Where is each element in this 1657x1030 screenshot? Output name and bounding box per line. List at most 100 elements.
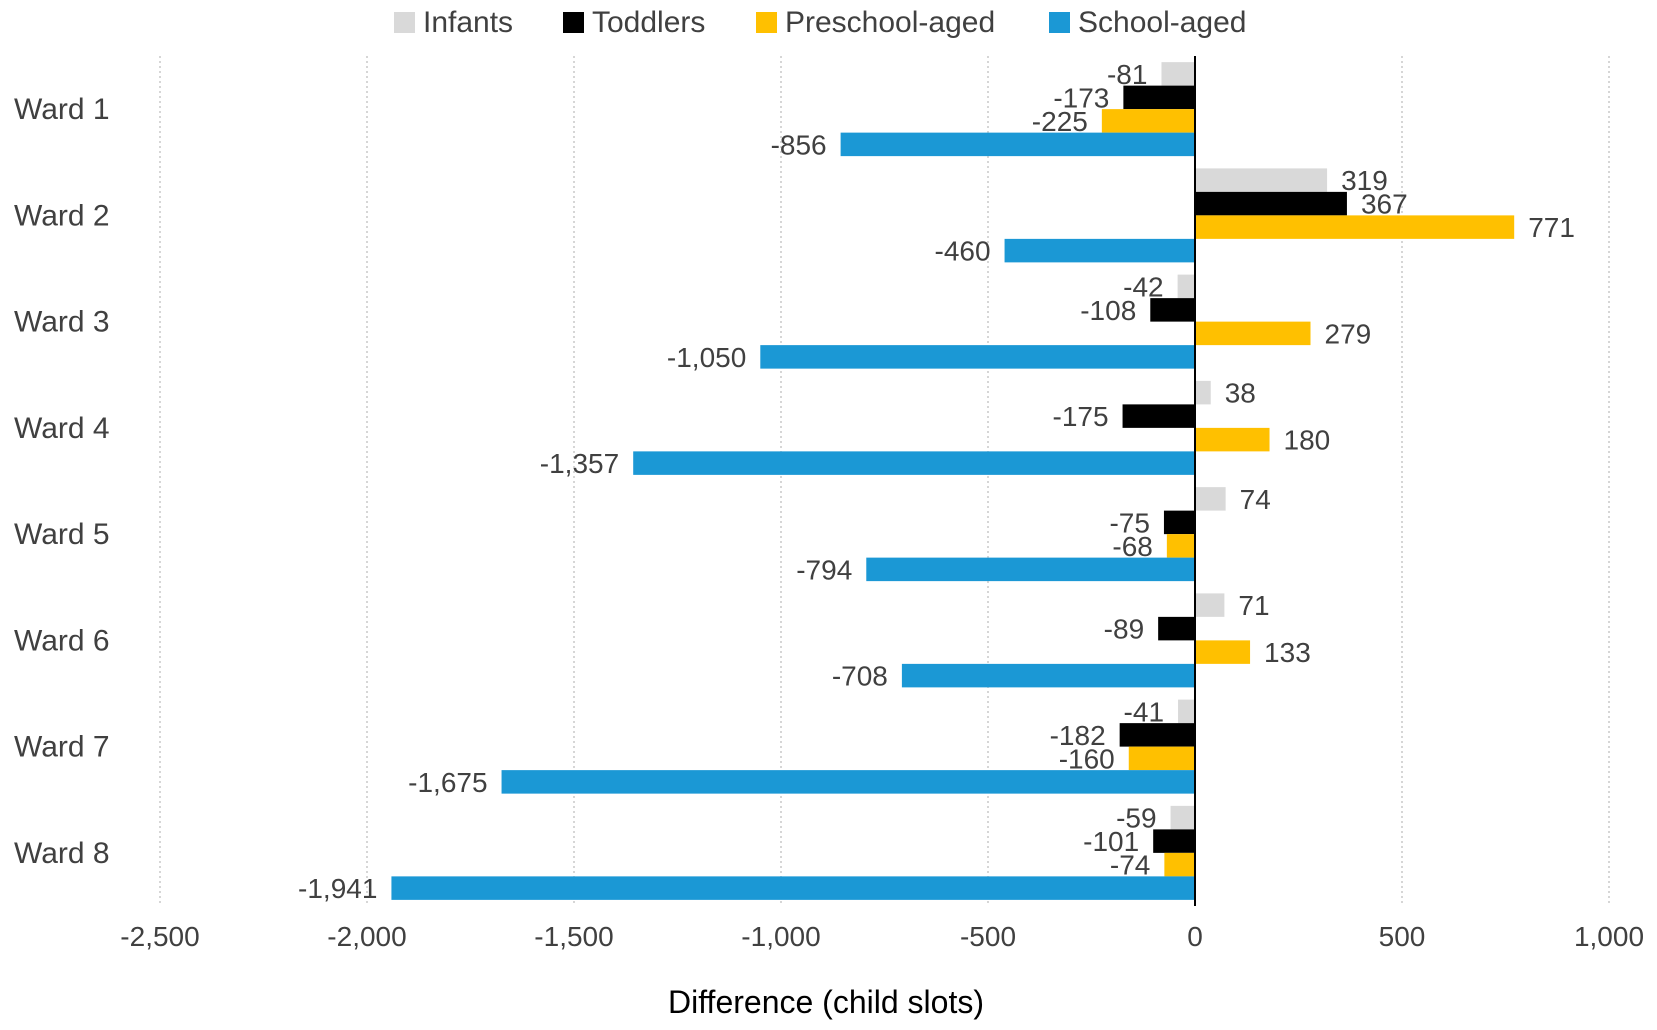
data-label: -225 (1032, 106, 1088, 137)
category-label: Ward 1 (14, 93, 110, 126)
data-label: -68 (1112, 531, 1152, 562)
x-tick-label: -2,000 (327, 921, 406, 952)
x-tick-label: -500 (960, 921, 1016, 952)
data-label: -89 (1104, 614, 1144, 645)
category-label: Ward 2 (14, 199, 110, 232)
bar-toddlers (1122, 404, 1195, 428)
bar-preschool-aged (1195, 427, 1270, 452)
bar-toddlers (1158, 616, 1195, 641)
data-label: 771 (1528, 212, 1575, 243)
legend-item: Toddlers (563, 6, 705, 39)
data-label: -173 (1053, 82, 1109, 113)
legend-swatch (394, 12, 415, 33)
x-tick-label: 1,000 (1574, 921, 1644, 952)
bar-school-aged (840, 132, 1195, 157)
data-label: 319 (1341, 165, 1388, 196)
category-label: Ward 7 (14, 731, 110, 764)
x-tick-label: -1,000 (741, 921, 820, 952)
bar-school-aged (633, 451, 1195, 475)
legend-label: Preschool-aged (785, 6, 995, 39)
bars (391, 62, 1515, 900)
bar-school-aged (760, 345, 1195, 369)
bar-infants (1161, 62, 1195, 86)
data-label: -460 (935, 236, 991, 267)
bar-toddlers (1195, 191, 1347, 216)
bar-preschool-aged (1101, 109, 1195, 133)
data-label: 38 (1225, 378, 1256, 409)
bar-toddlers (1163, 510, 1195, 535)
gridlines (159, 56, 1610, 906)
data-label: -182 (1050, 720, 1106, 751)
bar-preschool-aged (1128, 746, 1195, 771)
x-tick-label: -2,500 (120, 921, 199, 952)
data-label: 180 (1284, 425, 1331, 456)
legend-swatch (563, 12, 584, 33)
bar-toddlers (1119, 723, 1195, 747)
category-label: Ward 8 (14, 837, 110, 870)
bar-school-aged (901, 663, 1195, 688)
data-label: 279 (1325, 318, 1372, 349)
bar-preschool-aged (1195, 215, 1515, 239)
x-tick-label: 0 (1187, 921, 1203, 952)
bar-infants (1195, 380, 1211, 405)
data-label: -794 (796, 554, 852, 585)
data-label: -1,675 (408, 767, 487, 798)
data-label: -59 (1116, 803, 1156, 834)
data-label: -75 (1109, 507, 1149, 538)
data-label: -1,050 (667, 342, 746, 373)
data-label: -74 (1110, 850, 1150, 881)
data-label: -708 (832, 661, 888, 692)
legend-label: Toddlers (592, 6, 705, 39)
bar-infants (1195, 487, 1226, 511)
data-label: -1,941 (298, 873, 377, 904)
x-tick-label: -1,500 (534, 921, 613, 952)
category-labels: Ward 1 Ward 2 Ward 3 Ward 4 Ward 5 Ward 6 Ward… (14, 93, 110, 870)
data-label: -108 (1080, 295, 1136, 326)
bar-preschool-aged (1195, 640, 1251, 664)
data-label: -1,357 (540, 448, 619, 479)
x-tick-labels: -2,500 -2,000 -1,500 -1,000 -500 0 500 1,000 (120, 921, 1644, 952)
bar-school-aged (866, 557, 1195, 582)
category-label: Ward 4 (14, 412, 110, 445)
bar-school-aged (391, 876, 1195, 900)
bar-infants (1170, 805, 1195, 830)
legend: Infants Toddlers Preschool-aged School-aged (394, 6, 1246, 39)
legend-label: School-aged (1078, 6, 1246, 39)
x-tick-label: 500 (1379, 921, 1426, 952)
data-label: 133 (1264, 637, 1311, 668)
bar-infants (1178, 699, 1195, 724)
legend-swatch (1049, 12, 1070, 33)
bar-school-aged (1004, 238, 1195, 263)
bar-infants (1195, 168, 1328, 192)
legend-item: Infants (394, 6, 513, 39)
category-label: Ward 5 (14, 518, 110, 551)
data-label: -81 (1107, 59, 1147, 90)
x-axis-title: Difference (child slots) (668, 984, 984, 1020)
bar-toddlers (1150, 298, 1195, 322)
bar-toddlers (1123, 85, 1195, 110)
data-label: -42 (1123, 271, 1163, 302)
legend-item: School-aged (1049, 6, 1246, 39)
bar-preschool-aged (1164, 852, 1195, 877)
data-label: 74 (1240, 484, 1271, 515)
bar-preschool-aged (1166, 534, 1195, 558)
legend-label: Infants (423, 6, 513, 39)
category-label: Ward 3 (14, 306, 110, 339)
data-label: -101 (1083, 826, 1139, 857)
category-label: Ward 6 (14, 624, 110, 657)
bar-infants (1177, 274, 1195, 299)
data-label: -160 (1059, 743, 1115, 774)
data-label: 367 (1361, 189, 1408, 220)
legend-swatch (756, 12, 777, 33)
data-label: 71 (1238, 590, 1269, 621)
bar-infants (1195, 593, 1225, 617)
data-label: -175 (1053, 401, 1109, 432)
data-label: -41 (1124, 696, 1164, 727)
bar-school-aged (501, 770, 1195, 794)
bar-preschool-aged (1195, 321, 1311, 346)
legend-item: Preschool-aged (756, 6, 995, 39)
data-label: -856 (771, 129, 827, 160)
